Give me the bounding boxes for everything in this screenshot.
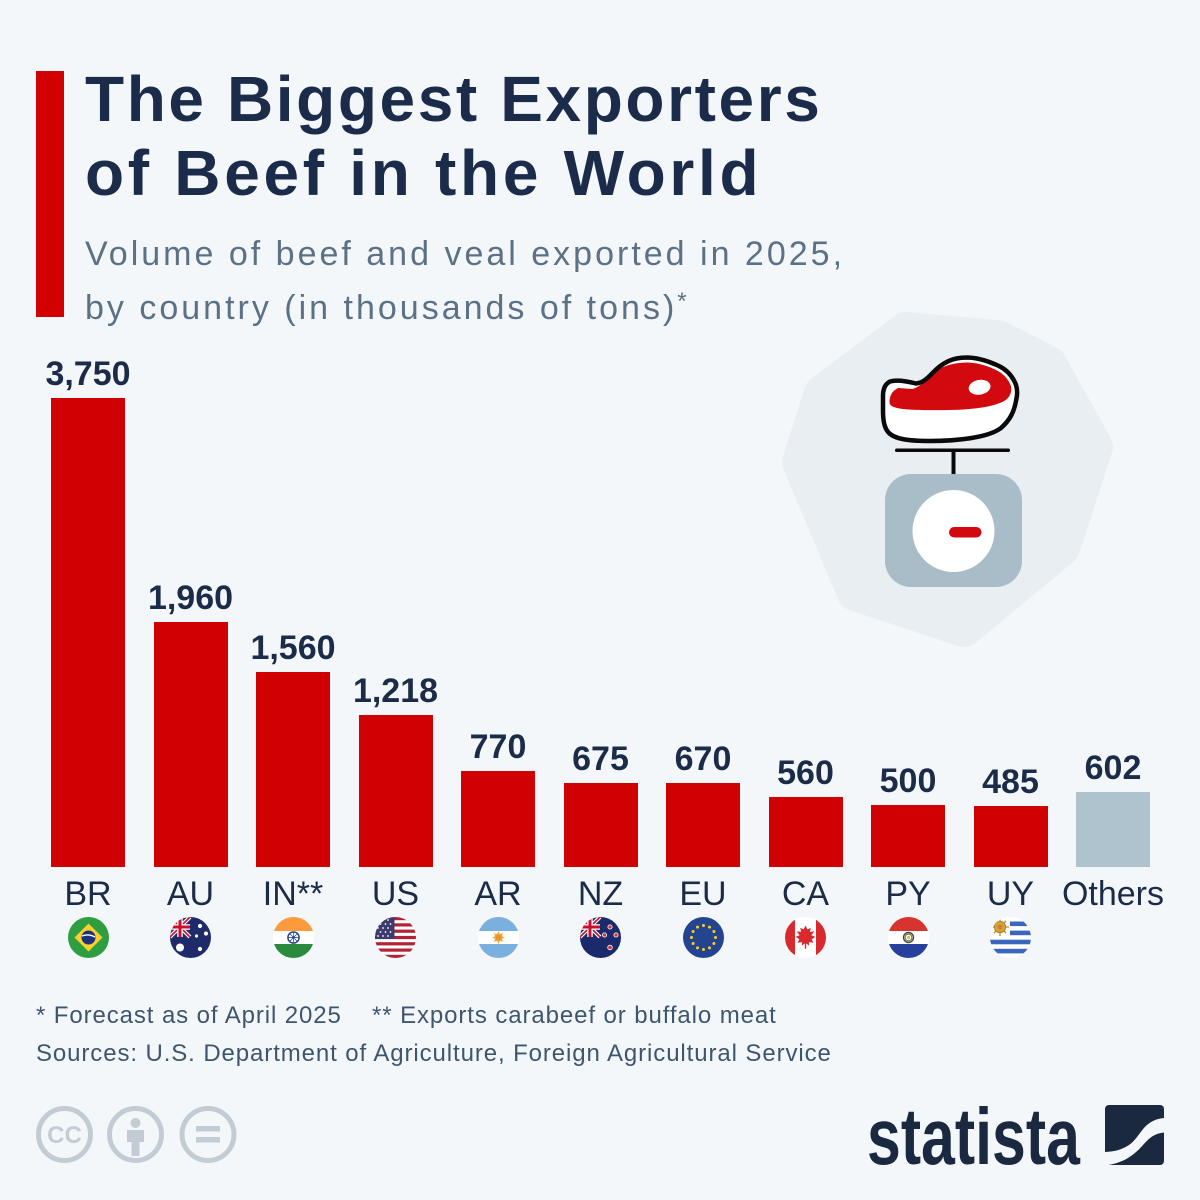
svg-text:CC: CC [47, 1122, 82, 1149]
